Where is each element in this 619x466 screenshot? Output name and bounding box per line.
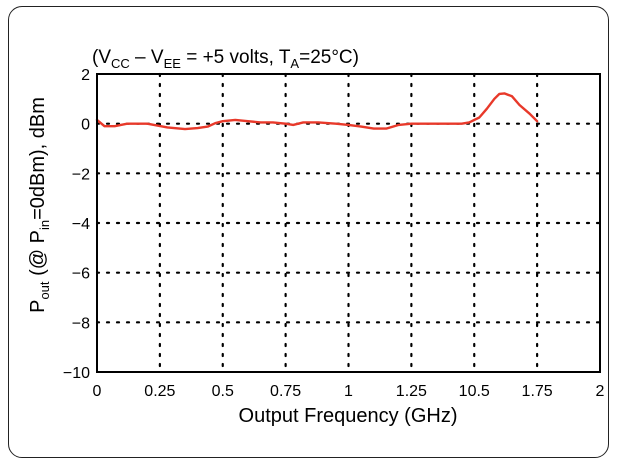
x-tick-label: 10.5 <box>459 383 490 400</box>
ylabel-mid: (@ P <box>27 230 49 281</box>
y-tick-label: −4 <box>72 216 90 233</box>
x-tick-label: 0 <box>93 383 102 400</box>
y-tick-label: −6 <box>72 266 90 283</box>
y-tick-label: −2 <box>72 166 90 183</box>
x-tick-label: 0.5 <box>212 383 234 400</box>
y-tick-label: 2 <box>81 67 90 84</box>
ylabel-p: P <box>27 300 49 313</box>
x-tick-label: 1.25 <box>396 383 427 400</box>
title-open: (V <box>92 47 111 68</box>
title-ta-sub: A <box>290 56 299 71</box>
title-end: =25°C) <box>299 47 359 68</box>
plot-area-border <box>96 73 601 373</box>
y-tick-labels: 2 0 −2 −4 −6 −8 −10 <box>63 67 90 382</box>
x-tick-label: 1 <box>344 383 353 400</box>
series-layer <box>95 92 539 131</box>
x-axis-label: Output Frequency (GHz) <box>239 405 458 427</box>
title-minus: – V <box>130 47 164 68</box>
y-tick-label: 0 <box>81 117 90 134</box>
ylabel-in-sub: in <box>37 220 52 230</box>
title-mid: = +5 volts, T <box>181 47 291 68</box>
chart-frame <box>8 6 609 458</box>
title-vcc-sub: CC <box>111 56 130 71</box>
ylabel-end: =0dBm), dBm <box>27 97 49 220</box>
x-tick-label: 2 <box>596 383 605 400</box>
y-axis-label: Pout (@ Pin=0dBm), dBm <box>27 97 52 313</box>
x-tick-label: 1.75 <box>522 383 553 400</box>
series-line <box>95 92 539 131</box>
grid <box>95 72 602 374</box>
x-tick-label: 0.25 <box>144 383 175 400</box>
y-tick-label: −10 <box>63 365 90 382</box>
title-vee-sub: EE <box>164 56 182 71</box>
chart-title: (VCC – VEE = +5 volts, TA=25°C) <box>92 47 359 71</box>
y-tick-label: −8 <box>72 315 90 332</box>
x-tick-label: 0.75 <box>270 383 301 400</box>
x-tick-labels: 0 0.25 0.5 0.75 1 1.25 10.5 1.75 2 <box>93 383 605 400</box>
ylabel-out-sub: out <box>37 281 52 299</box>
